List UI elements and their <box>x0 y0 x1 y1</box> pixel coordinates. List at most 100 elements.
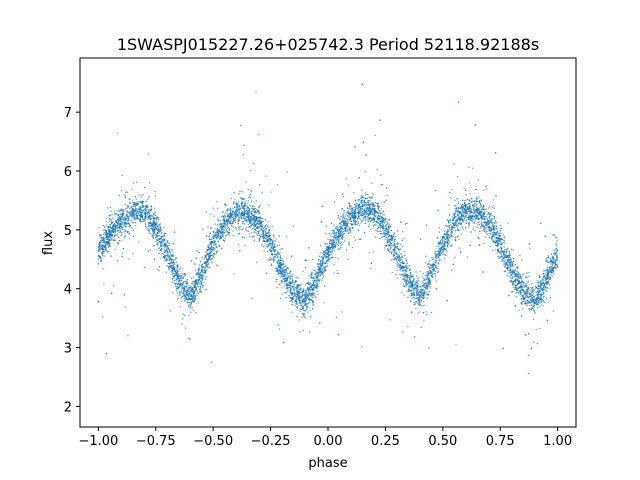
data-point <box>368 212 370 214</box>
data-point <box>504 265 506 267</box>
data-point <box>269 241 271 243</box>
data-point <box>178 270 180 272</box>
data-point <box>108 238 110 240</box>
data-point <box>524 291 526 293</box>
data-point <box>149 233 152 235</box>
data-point <box>211 236 214 238</box>
data-point <box>224 217 226 219</box>
data-point <box>121 252 123 254</box>
data-point <box>173 273 175 275</box>
data-point <box>276 269 278 271</box>
data-point <box>305 291 307 293</box>
data-point <box>488 207 490 209</box>
data-point <box>218 240 220 242</box>
data-point <box>141 200 143 202</box>
data-point <box>369 199 371 201</box>
data-point <box>506 250 508 252</box>
data-point <box>355 222 357 224</box>
data-point <box>158 234 161 237</box>
data-point <box>132 253 134 255</box>
data-point <box>443 240 445 242</box>
data-point <box>512 291 514 293</box>
data-point <box>215 236 217 238</box>
data-point <box>355 213 357 215</box>
data-point <box>258 216 260 218</box>
data-point <box>401 274 403 276</box>
data-point <box>317 265 319 267</box>
data-point <box>221 227 223 229</box>
data-point <box>168 269 170 271</box>
data-point <box>216 229 218 232</box>
data-point <box>498 251 500 254</box>
data-point <box>148 223 150 225</box>
data-point <box>526 286 528 288</box>
data-point <box>330 252 332 254</box>
data-point <box>235 202 237 204</box>
data-point <box>314 275 316 277</box>
data-point <box>181 277 183 279</box>
data-point <box>296 276 298 279</box>
data-point <box>322 269 324 271</box>
data-point <box>107 246 110 248</box>
data-point <box>199 268 201 270</box>
data-point <box>456 211 458 213</box>
data-point <box>501 260 503 262</box>
data-point <box>358 205 360 208</box>
data-point <box>477 224 479 226</box>
data-point <box>546 274 548 276</box>
data-point <box>405 284 407 287</box>
data-point <box>197 272 199 274</box>
data-point <box>341 237 343 240</box>
data-point <box>172 258 174 261</box>
data-point <box>506 256 508 259</box>
data-point <box>105 238 107 240</box>
data-point <box>124 215 126 217</box>
data-point <box>403 294 405 296</box>
data-point <box>172 276 174 278</box>
data-point <box>539 290 541 292</box>
data-point <box>387 223 389 225</box>
data-point <box>321 278 324 280</box>
data-point <box>334 246 336 249</box>
data-point <box>406 264 408 266</box>
data-point <box>299 308 301 310</box>
data-point <box>503 263 505 265</box>
data-point <box>500 239 502 241</box>
data-point <box>280 281 283 284</box>
data-point <box>114 214 116 216</box>
data-point <box>369 208 371 210</box>
data-point <box>186 297 188 299</box>
data-point <box>202 278 204 280</box>
data-point <box>221 211 223 213</box>
data-point <box>118 210 120 212</box>
data-point <box>248 235 250 237</box>
data-point <box>431 257 433 259</box>
data-point <box>269 256 271 258</box>
data-point <box>539 291 541 293</box>
data-point <box>501 248 503 250</box>
data-point <box>173 275 175 277</box>
data-point <box>360 195 362 197</box>
data-point <box>536 343 538 345</box>
data-point <box>293 292 295 295</box>
data-point <box>99 245 101 247</box>
data-point <box>517 266 519 268</box>
data-point <box>261 225 264 227</box>
data-point <box>129 198 131 201</box>
data-point <box>299 291 301 293</box>
data-point <box>113 285 115 287</box>
data-point <box>382 224 384 226</box>
data-point <box>134 215 136 218</box>
data-point <box>472 222 474 224</box>
data-point <box>272 243 274 246</box>
data-point <box>148 225 150 227</box>
data-point <box>228 209 230 211</box>
data-point <box>205 263 208 265</box>
data-point <box>429 278 431 280</box>
data-point <box>453 214 455 216</box>
data-point <box>196 279 198 282</box>
data-point <box>220 223 222 225</box>
data-point <box>538 300 540 302</box>
data-point <box>102 229 104 231</box>
data-point <box>284 279 286 282</box>
